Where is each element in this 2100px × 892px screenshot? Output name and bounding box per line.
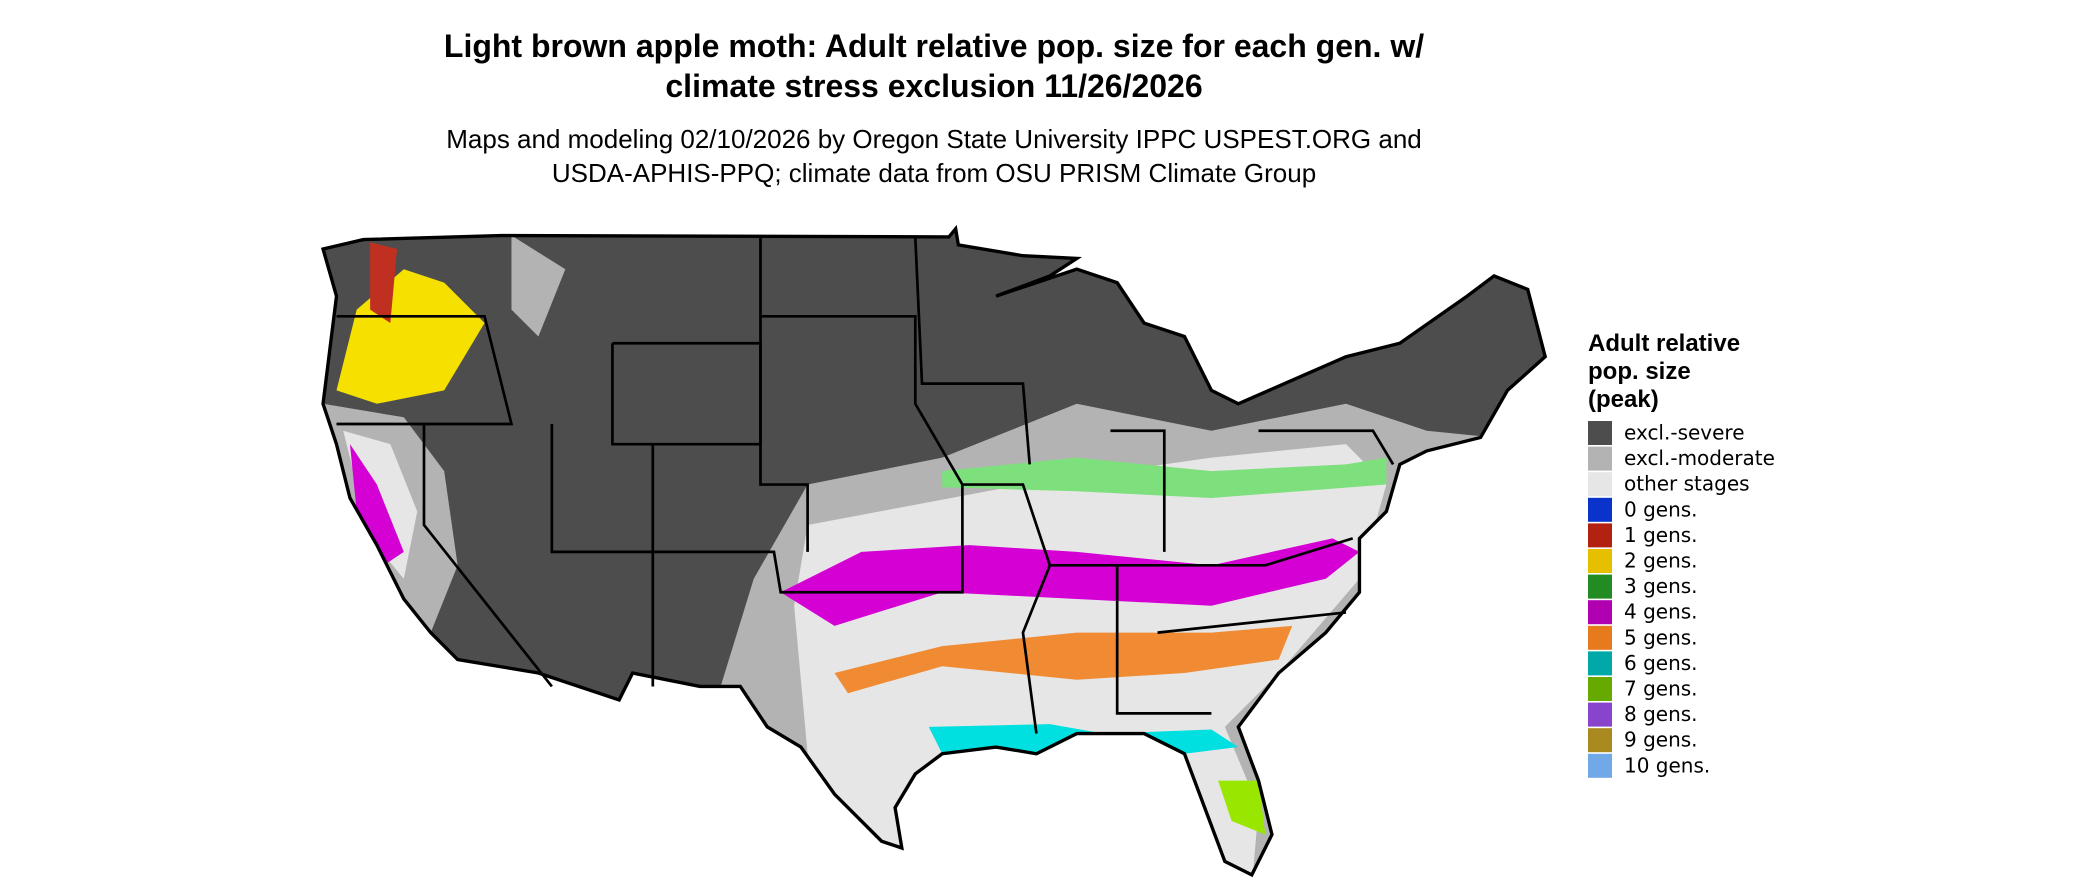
legend-label: 0 gens. xyxy=(1624,497,1698,521)
legend-title: pop. size xyxy=(1588,358,1691,385)
legend-label: 8 gens. xyxy=(1624,702,1698,726)
legend-swatch xyxy=(1588,497,1612,522)
legend-label: 7 gens. xyxy=(1624,677,1698,701)
legend-label: other stages xyxy=(1624,472,1750,496)
title-line: climate stress exclusion 11/26/2026 xyxy=(665,68,1202,104)
legend-swatch xyxy=(1588,446,1612,471)
legend-label: excl.-moderate xyxy=(1624,446,1775,470)
legend-swatch xyxy=(1588,421,1612,445)
legend-swatch xyxy=(1588,523,1612,548)
legend-swatch xyxy=(1588,625,1612,650)
legend-swatch xyxy=(1588,549,1612,573)
legend-swatch xyxy=(1588,651,1612,676)
legend-label: 3 gens. xyxy=(1624,574,1698,598)
legend-swatch xyxy=(1588,574,1612,599)
legend-label: excl.-severe xyxy=(1624,421,1745,445)
legend-swatch xyxy=(1588,472,1612,497)
legend-swatch xyxy=(1588,753,1612,778)
legend-label: 5 gens. xyxy=(1624,625,1698,649)
legend-swatch xyxy=(1588,702,1612,727)
legend-title: Adult relative xyxy=(1588,330,1740,357)
subtitle-line: USDA-APHIS-PPQ; climate data from OSU PR… xyxy=(552,158,1316,188)
legend-label: 10 gens. xyxy=(1624,753,1710,777)
legend-label: 4 gens. xyxy=(1624,600,1698,624)
legend-label: 9 gens. xyxy=(1624,728,1698,752)
legend-swatch xyxy=(1588,600,1612,625)
map xyxy=(320,224,1548,878)
title-line: Light brown apple moth: Adult relative p… xyxy=(444,28,1424,64)
legend-label: 6 gens. xyxy=(1624,651,1698,675)
legend-label: 2 gens. xyxy=(1624,549,1698,573)
subtitle-line: Maps and modeling 02/10/2026 by Oregon S… xyxy=(446,124,1422,154)
legend-swatch xyxy=(1588,728,1612,753)
legend-label: 1 gens. xyxy=(1624,523,1698,547)
legend-title: (peak) xyxy=(1588,386,1659,413)
legend-swatch xyxy=(1588,677,1612,701)
